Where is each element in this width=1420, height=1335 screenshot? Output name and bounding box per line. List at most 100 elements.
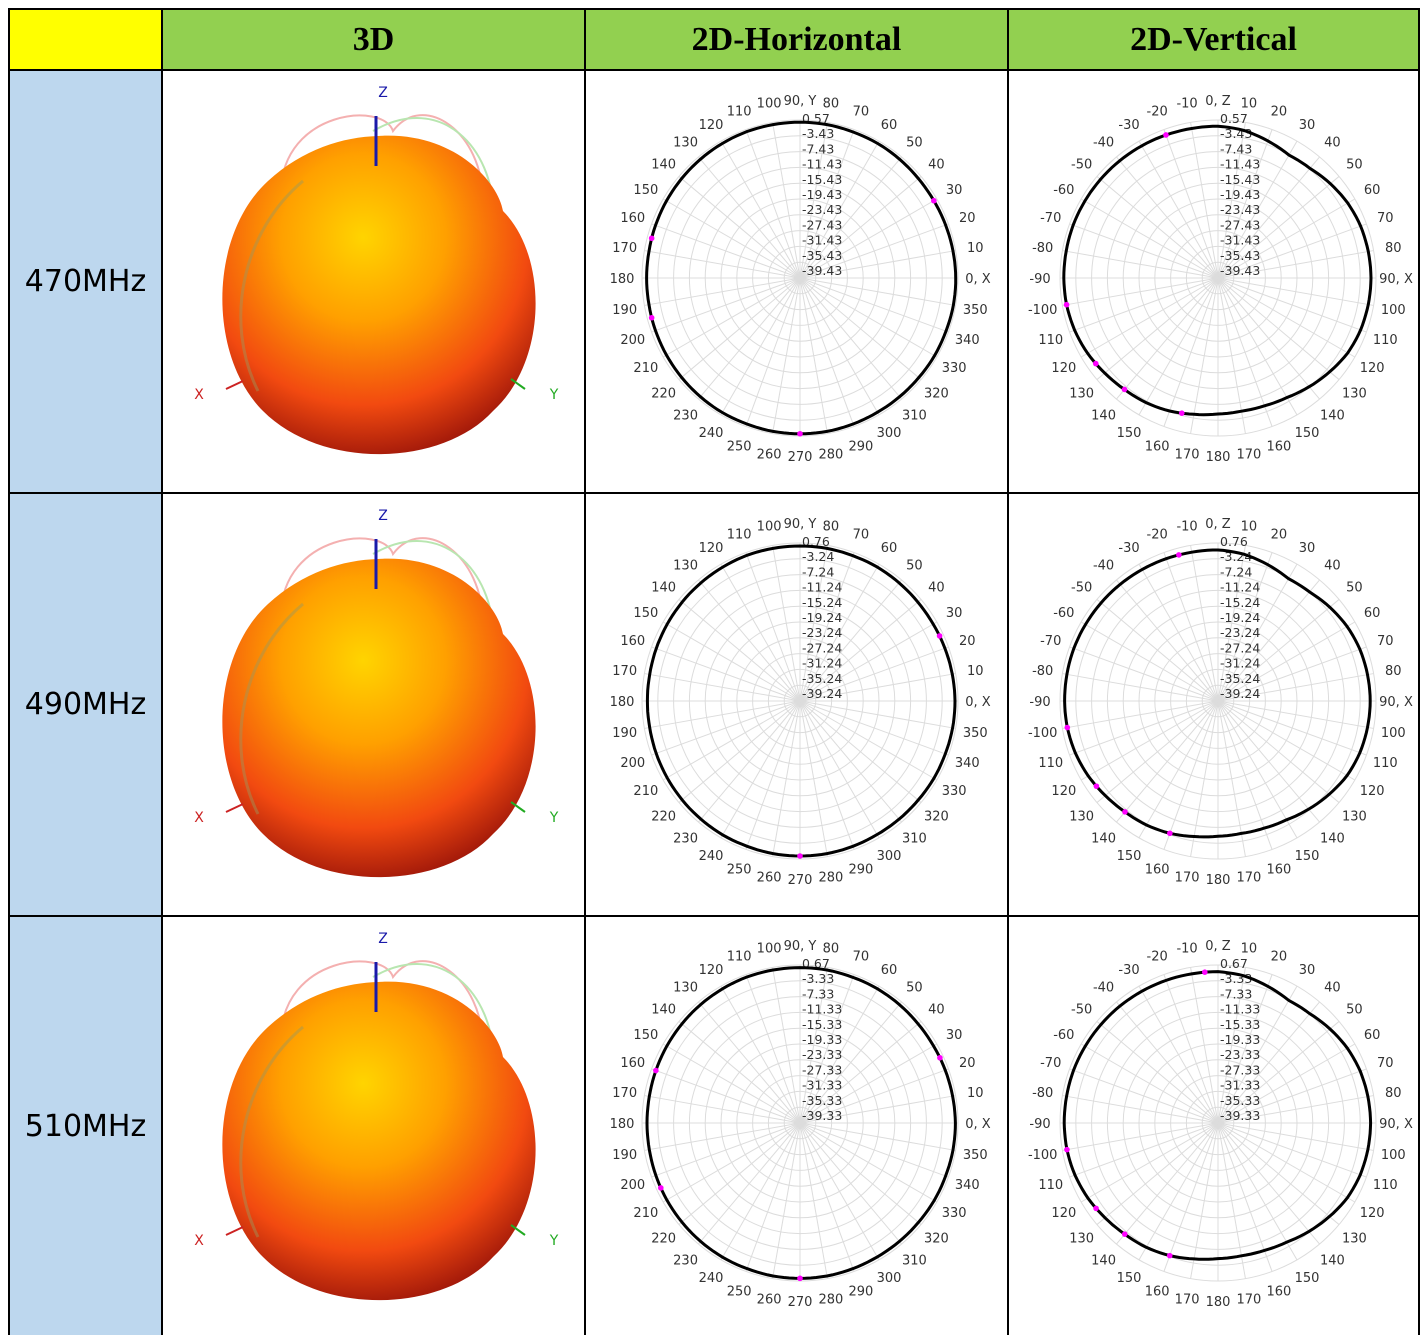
ring-value-label: -31.24 (1220, 656, 1260, 671)
ring-value-label: -27.43 (1220, 217, 1260, 232)
ring-value-label: -23.24 (1220, 625, 1260, 640)
pattern-3d-470: Z X Y (161, 69, 584, 492)
angle-tick-label: 180 (610, 695, 635, 710)
pattern-marker (1202, 969, 1208, 975)
angle-tick-label: 130 (673, 559, 698, 574)
grid-spoke (1069, 646, 1219, 702)
ring-value-label: -31.33 (802, 1078, 842, 1093)
angle-tick-label: 80 (1385, 241, 1402, 256)
grid-spoke (1217, 277, 1273, 427)
angle-tick-label: 330 (942, 361, 967, 376)
grid-spoke (720, 563, 801, 702)
grid-spoke (1062, 673, 1219, 702)
grid-spoke (1116, 156, 1219, 279)
y-axis-line (510, 1224, 526, 1236)
grid-spoke (745, 700, 801, 850)
corner-cell (8, 8, 161, 69)
angle-tick-label: 330 (942, 784, 967, 799)
grid-spoke (1217, 985, 1298, 1124)
angle-tick-label: -30 (1118, 541, 1139, 556)
grid-spoke (799, 122, 828, 279)
angle-tick-label: 310 (902, 408, 927, 423)
angle-tick-label: 150 (1117, 426, 1142, 441)
header-2d-horizontal: 2D-Horizontal (584, 8, 1007, 69)
angle-tick-label: 80 (1385, 664, 1402, 679)
angle-tick-label: 80 (823, 942, 840, 957)
angle-tick-label: 60 (881, 118, 898, 133)
angle-tick-label: -70 (1040, 1056, 1061, 1071)
angle-tick-label: -70 (1040, 634, 1061, 649)
grid-spoke (1217, 700, 1340, 803)
grid-spoke (772, 1122, 801, 1279)
angle-tick-label: 60 (881, 541, 898, 556)
angle-tick-label: 70 (853, 105, 870, 120)
grid-spoke (1217, 198, 1356, 279)
angle-tick-label: 170 (612, 241, 637, 256)
grid-spoke (1190, 967, 1219, 1124)
angle-tick-label: 70 (853, 528, 870, 543)
ring-value-label: -3.24 (802, 549, 834, 564)
pattern-marker (1121, 386, 1128, 393)
angle-tick-label: 100 (757, 97, 782, 112)
ring-value-label: -27.24 (1220, 640, 1260, 655)
angle-tick-label: -90 (1029, 272, 1050, 287)
grid-spoke (772, 967, 801, 1124)
grid-spoke (799, 1122, 902, 1245)
grid-spoke (799, 129, 855, 279)
grid-spoke (1217, 122, 1246, 279)
grid-spoke (799, 277, 828, 434)
grid-spoke (799, 646, 949, 702)
grid-spoke (1138, 985, 1219, 1124)
ring-value-label: -39.43 (802, 263, 842, 278)
pattern-3d-svg: Z X Y (194, 508, 559, 878)
angle-tick-label: 120 (1360, 1206, 1385, 1221)
grid-spoke (1080, 1122, 1219, 1203)
angle-tick-label: 40 (928, 158, 945, 173)
angle-tick-label: -40 (1093, 136, 1114, 151)
pattern-3d-svg: Z X Y (194, 85, 559, 455)
grid-spoke (799, 198, 938, 279)
angle-tick-label: -60 (1053, 183, 1074, 198)
angle-tick-label: -80 (1032, 241, 1053, 256)
angle-tick-label: 120 (699, 118, 724, 133)
ring-value-label: -11.43 (1220, 157, 1260, 172)
grid-spoke (1138, 140, 1219, 279)
angle-tick-label: 30 (1299, 118, 1316, 133)
y-axis-label: Y (549, 387, 559, 403)
angle-tick-label: 20 (959, 634, 976, 649)
surface-cut-line (239, 602, 304, 815)
angle-tick-label: 110 (1038, 1178, 1063, 1193)
ring-value-label: -35.24 (1220, 671, 1260, 686)
grid-spoke (644, 250, 801, 279)
angle-tick-label: 50 (1346, 1003, 1363, 1018)
grid-spoke (678, 599, 801, 702)
grid-spoke (1217, 223, 1367, 279)
angle-tick-label: 50 (906, 981, 923, 996)
angle-tick-label: 90, X (1379, 1117, 1413, 1132)
grid-spoke (662, 198, 801, 279)
grid-spoke (772, 122, 801, 279)
angle-tick-label: 60 (1364, 606, 1381, 621)
ring-value-label: -23.33 (1220, 1047, 1260, 1062)
grid-spoke (698, 579, 801, 702)
pattern-marker (1163, 132, 1169, 138)
angle-tick-label: 320 (924, 809, 949, 824)
angle-tick-label: 230 (673, 408, 698, 423)
header-2d-horizontal-label: 2D-Horizontal (691, 20, 902, 58)
angle-tick-label: -10 (1176, 942, 1197, 957)
grid-spoke (1062, 1122, 1219, 1151)
angle-tick-label: 160 (620, 211, 645, 226)
angle-tick-label: -30 (1118, 963, 1139, 978)
angle-tick-label: 280 (818, 870, 843, 885)
grid-spoke (1163, 1122, 1219, 1272)
angle-tick-label: -100 (1028, 303, 1058, 318)
ring-value-label: -19.33 (1220, 1032, 1260, 1047)
angle-tick-label: 250 (727, 439, 752, 454)
grid-spoke (745, 129, 801, 279)
grid-spoke (1080, 198, 1219, 279)
ring-value-label: -3.43 (802, 126, 834, 141)
ring-value-label: -35.33 (1220, 1093, 1260, 1108)
angle-tick-label: 320 (924, 386, 949, 401)
grid-spoke (651, 700, 801, 756)
